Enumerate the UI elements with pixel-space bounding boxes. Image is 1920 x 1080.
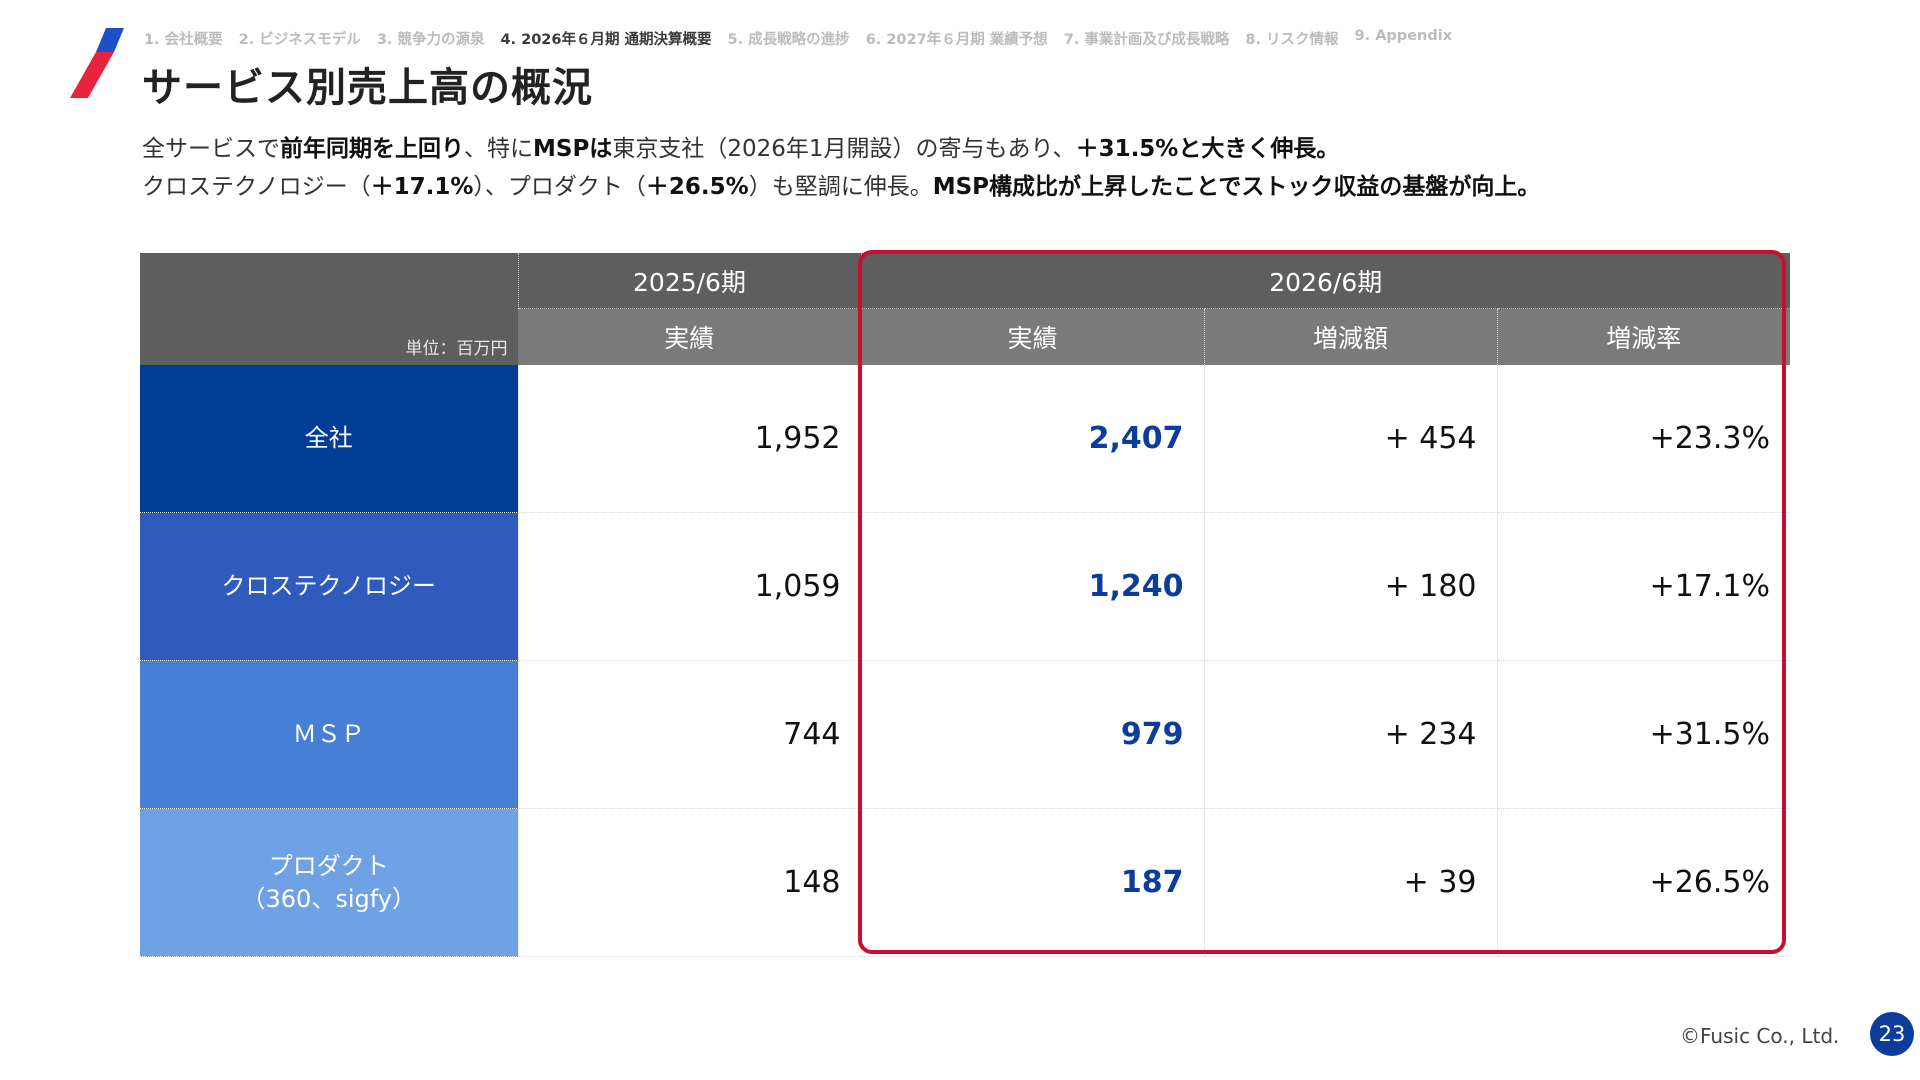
revenue-by-service-table: 単位：百万円 2025/6期 2026/6期 実績 実績 増減額 増減率 全社 … — [140, 253, 1791, 957]
cell-diff: + 180 — [1203, 512, 1497, 661]
nav-item-active[interactable]: 4. 2026年６月期 通期決算概要 — [500, 32, 712, 48]
header-period-curr: 2026/6期 — [860, 253, 1791, 309]
page-number-badge: 23 — [1870, 1012, 1914, 1056]
row-label: 全社 — [140, 365, 518, 513]
nav-item[interactable]: 8. リスク情報 — [1245, 32, 1339, 48]
cell-diff: + 39 — [1203, 808, 1497, 957]
row-label: クロステクノロジー — [140, 512, 518, 661]
nav-item[interactable]: 2. ビジネスモデル — [238, 32, 361, 48]
cell-rate: +23.3% — [1496, 365, 1791, 513]
cell-curr: 979 — [860, 660, 1204, 809]
cell-prev: 148 — [517, 808, 861, 957]
brand-slash-logo — [70, 28, 124, 98]
cell-diff: + 454 — [1203, 365, 1497, 513]
table-row: 全社 1,952 2,407 + 454 +23.3% — [140, 365, 1791, 513]
cell-curr: 187 — [860, 808, 1204, 957]
header-period-prev: 2025/6期 — [517, 253, 861, 309]
cell-curr: 1,240 — [860, 512, 1204, 661]
cell-prev: 744 — [517, 660, 861, 809]
nav-item[interactable]: 7. 事業計画及び成長戦略 — [1063, 32, 1230, 48]
row-label: プロダクト （360、sigfy） — [140, 808, 518, 957]
nav-item[interactable]: 1. 会社概要 — [144, 32, 223, 48]
table-row: クロステクノロジー 1,059 1,240 + 180 +17.1% — [140, 512, 1791, 661]
cell-diff: + 234 — [1203, 660, 1497, 809]
nav-item[interactable]: 5. 成長戦略の進捗 — [727, 32, 850, 48]
table-row: ＭＳＰ 744 979 + 234 +31.5% — [140, 660, 1791, 809]
cell-rate: +31.5% — [1496, 660, 1791, 809]
cell-rate: +26.5% — [1496, 808, 1791, 957]
cell-rate: +17.1% — [1496, 512, 1791, 661]
unit-label: 単位：百万円 — [140, 253, 518, 365]
header-actual-prev: 実績 — [518, 308, 861, 365]
summary-line-1: 全サービスで前年同期を上回り、特にMSPは東京支社（2026年1月開設）の寄与も… — [142, 136, 1340, 162]
cell-prev: 1,952 — [517, 365, 861, 513]
cell-prev: 1,059 — [517, 512, 861, 661]
nav-item[interactable]: 9. Appendix — [1354, 28, 1453, 44]
cell-curr: 2,407 — [860, 365, 1204, 513]
summary-text: 全サービスで前年同期を上回り、特にMSPは東京支社（2026年1月開設）の寄与も… — [142, 130, 1862, 206]
page-title: サービス別売上高の概況 — [142, 65, 593, 111]
nav-item[interactable]: 6. 2027年６月期 業績予想 — [865, 32, 1048, 48]
header-change-amount: 増減額 — [1203, 308, 1497, 365]
row-label-line1: プロダクト — [268, 851, 389, 880]
nav-item[interactable]: 3. 競争力の源泉 — [376, 32, 485, 48]
section-nav: 1. 会社概要 2. ビジネスモデル 3. 競争力の源泉 4. 2026年６月期… — [144, 28, 1452, 48]
header-change-rate: 増減率 — [1496, 308, 1791, 365]
row-label-line2: （360、sigfy） — [241, 884, 416, 913]
row-label: ＭＳＰ — [140, 660, 518, 809]
header-actual-curr: 実績 — [860, 308, 1204, 365]
copyright-text: ©Fusic Co., Ltd. — [1680, 1024, 1840, 1048]
table-row: プロダクト （360、sigfy） 148 187 + 39 +26.5% — [140, 808, 1791, 957]
summary-line-2: クロステクノロジー（＋17.1%）、プロダクト（＋26.5%）も堅調に伸長。MS… — [142, 174, 1541, 200]
